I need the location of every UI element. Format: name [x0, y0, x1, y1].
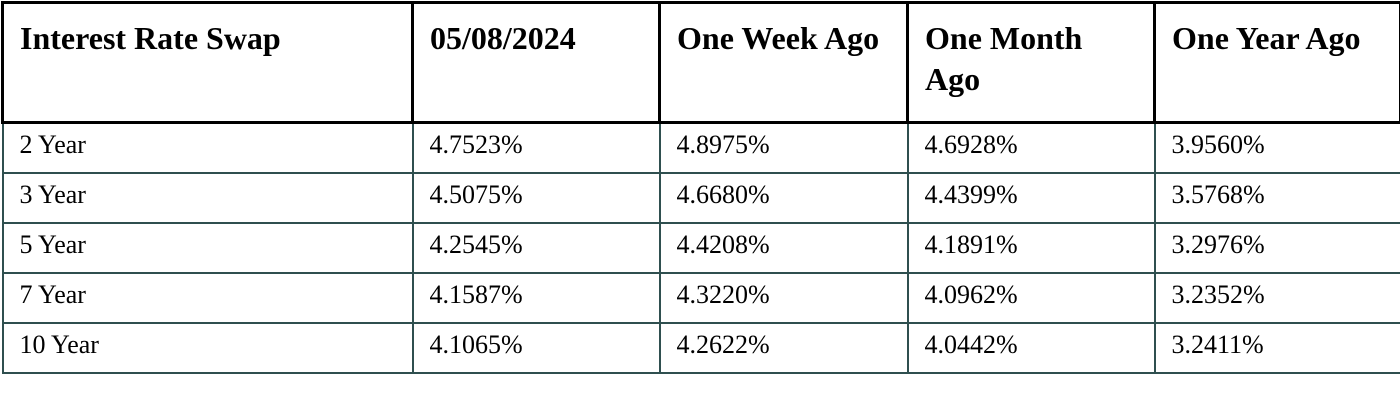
- rate-cell: 4.1587%: [411, 271, 661, 324]
- rate-cell: 4.0442%: [906, 321, 1156, 374]
- rate-cell: 4.5075%: [411, 171, 661, 224]
- rate-cell: 4.0962%: [906, 271, 1156, 324]
- header-cell: One Year Ago: [1153, 1, 1400, 124]
- rate-cell: 3.2352%: [1153, 271, 1400, 324]
- tenor-cell: 7 Year: [1, 271, 414, 324]
- rate-cell: 4.2545%: [411, 221, 661, 274]
- tenor-cell: 10 Year: [1, 321, 414, 374]
- rate-cell: 4.4399%: [906, 171, 1156, 224]
- table-row: 7 Year 4.1587% 4.3220% 4.0962% 3.2352%: [1, 271, 1400, 324]
- table-row: 2 Year 4.7523% 4.8975% 4.6928% 3.9560%: [1, 121, 1400, 174]
- swap-rates-table: Interest Rate Swap 05/08/2024 One Week A…: [1, 1, 1400, 374]
- rate-cell: 4.4208%: [658, 221, 909, 274]
- table-row: 5 Year 4.2545% 4.4208% 4.1891% 3.2976%: [1, 221, 1400, 274]
- table-row: 3 Year 4.5075% 4.6680% 4.4399% 3.5768%: [1, 171, 1400, 224]
- rate-cell: 4.7523%: [411, 121, 661, 174]
- table-row: 10 Year 4.1065% 4.2622% 4.0442% 3.2411%: [1, 321, 1400, 374]
- tenor-cell: 5 Year: [1, 221, 414, 274]
- header-cell: One Month Ago: [906, 1, 1156, 124]
- rate-cell: 4.1891%: [906, 221, 1156, 274]
- header-cell: 05/08/2024: [411, 1, 661, 124]
- rate-cell: 3.2976%: [1153, 221, 1400, 274]
- rate-cell: 3.5768%: [1153, 171, 1400, 224]
- rate-cell: 4.8975%: [658, 121, 909, 174]
- header-row: Interest Rate Swap 05/08/2024 One Week A…: [1, 1, 1400, 124]
- tenor-cell: 3 Year: [1, 171, 414, 224]
- rate-cell: 3.9560%: [1153, 121, 1400, 174]
- tenor-cell: 2 Year: [1, 121, 414, 174]
- header-cell: Interest Rate Swap: [1, 1, 414, 124]
- rate-cell: 4.6680%: [658, 171, 909, 224]
- rate-cell: 4.3220%: [658, 271, 909, 324]
- header-cell: One Week Ago: [658, 1, 909, 124]
- rate-cell: 3.2411%: [1153, 321, 1400, 374]
- rate-cell: 4.6928%: [906, 121, 1156, 174]
- rate-cell: 4.1065%: [411, 321, 661, 374]
- rate-cell: 4.2622%: [658, 321, 909, 374]
